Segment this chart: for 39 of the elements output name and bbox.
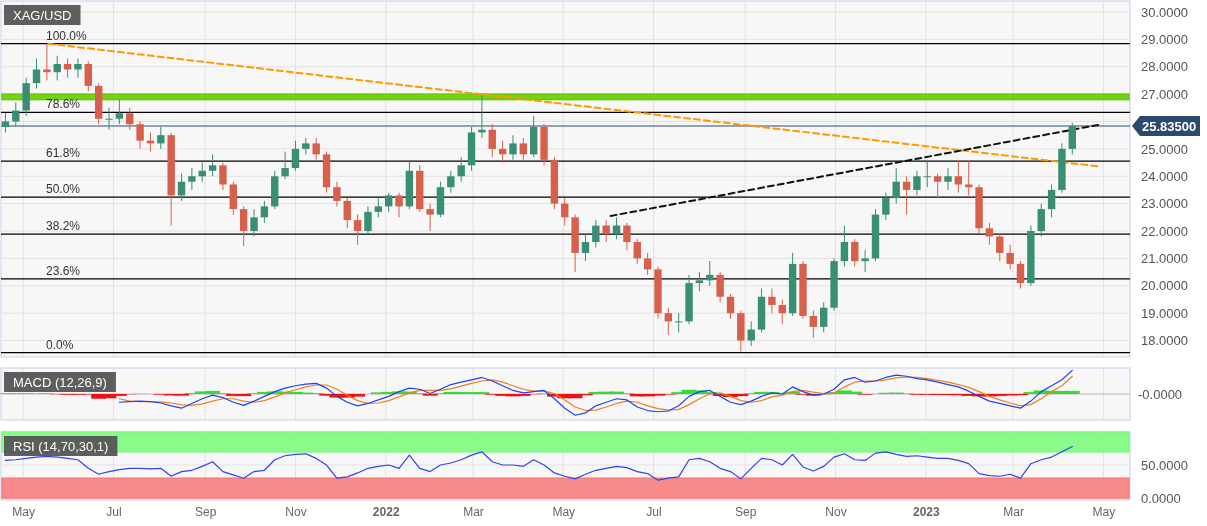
annotation: 61.8% <box>46 146 81 161</box>
annotation: 38.2% <box>46 219 81 234</box>
x-tick-label: Nov <box>285 504 307 519</box>
x-tick-label: Nov <box>825 504 847 519</box>
annotation: 50.0% <box>46 182 81 197</box>
y-tick-label: 20.0000 <box>1141 278 1188 294</box>
chart-title: MACD (12,26,9) <box>13 375 107 390</box>
x-tick-label: Sep <box>195 504 217 519</box>
x-tick-label: Jul <box>106 504 122 519</box>
annotation: 78.6% <box>46 97 81 112</box>
x-tick-label: Jul <box>646 504 662 519</box>
y-tick-label: 22.0000 <box>1141 223 1188 239</box>
x-tick-label: May <box>1092 504 1116 519</box>
y-tick-label: 23.0000 <box>1141 196 1188 212</box>
x-tick-label: Mar <box>463 504 484 519</box>
y-tick-label: 19.0000 <box>1141 305 1188 321</box>
x-tick-label: Mar <box>1003 504 1024 519</box>
x-tick-label: May <box>552 504 576 519</box>
y-tick-label: 24.0000 <box>1141 168 1188 184</box>
y-tick-label: 25.0000 <box>1141 141 1188 157</box>
text: RSI (14,70,30,1) <box>13 439 109 454</box>
y-tick-label: 0.0000 <box>1141 490 1181 506</box>
y-tick-label: 30.0000 <box>1141 4 1188 20</box>
annotation: 100.0% <box>46 28 88 43</box>
y-tick-label: 50.0000 <box>1141 457 1188 473</box>
y-tick-label: 28.0000 <box>1141 59 1188 75</box>
ref-line-label: 25.83500 <box>1142 119 1197 135</box>
y-tick-label: 21.0000 <box>1141 251 1188 267</box>
x-tick-label: Sep <box>735 504 757 519</box>
x-tick-label: 2023 <box>912 504 940 519</box>
text: -0.0000 <box>1138 387 1183 402</box>
annotation: 23.6% <box>46 263 81 278</box>
x-tick-label: May <box>12 504 36 519</box>
y-tick-label: 29.0000 <box>1141 32 1188 47</box>
y-tick-label: 18.0000 <box>1141 333 1188 349</box>
annotation: 0.0% <box>46 337 74 352</box>
x-tick-label: 2022 <box>372 504 400 519</box>
text: XAG/USD <box>13 8 72 23</box>
y-tick-label: 27.0000 <box>1141 86 1188 102</box>
